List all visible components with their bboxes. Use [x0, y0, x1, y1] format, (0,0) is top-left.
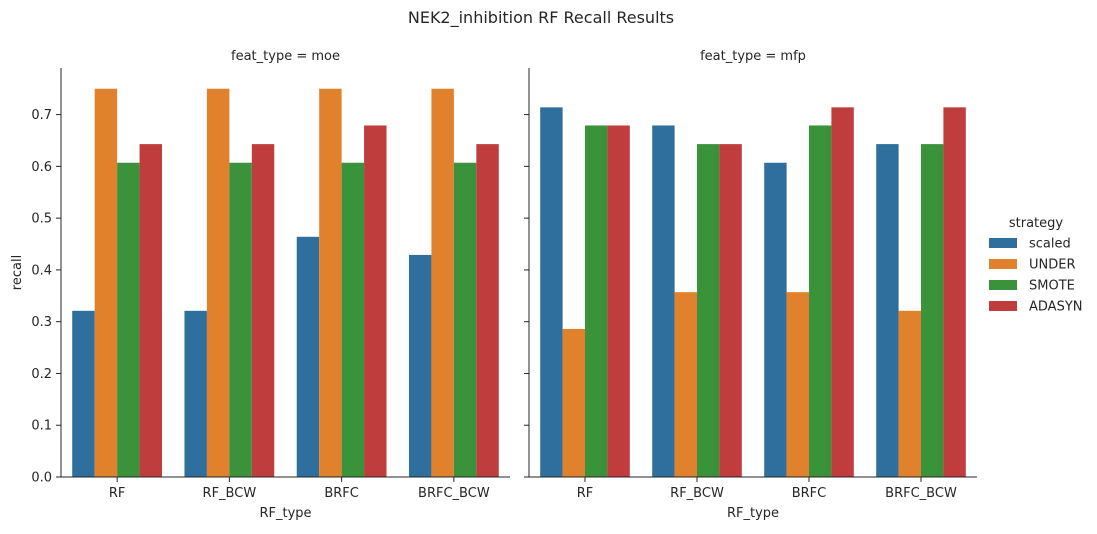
x-tick-label: BRFC_BCW	[885, 486, 957, 501]
bar-0-scaled-BRFC_BCW	[408, 254, 432, 477]
y-tick-label: 0.1	[31, 419, 52, 434]
bar-1-ADASYN-RF	[607, 125, 630, 477]
legend-label-UNDER: UNDER	[1029, 258, 1076, 273]
y-tick-label: 0.3	[31, 315, 52, 330]
bar-0-scaled-BRFC	[296, 236, 320, 477]
y-tick-label: 0.7	[31, 108, 52, 123]
bar-1-ADASYN-RF_BCW	[719, 144, 742, 478]
legend-swatch-ADASYN	[989, 301, 1017, 311]
legend-title: strategy	[1009, 216, 1064, 231]
y-tick-label: 0.0	[31, 471, 52, 486]
bar-0-UNDER-RF	[94, 88, 118, 478]
legend-swatch-scaled	[989, 238, 1017, 248]
x-axis-label-0: RF_type	[259, 506, 311, 521]
bar-1-SMOTE-RF	[585, 125, 608, 477]
y-tick-label: 0.2	[31, 367, 52, 382]
x-tick-label: RF_BCW	[670, 486, 724, 501]
bar-1-UNDER-BRFC_BCW	[898, 310, 921, 477]
bar-0-scaled-RF_BCW	[184, 310, 207, 477]
bar-0-SMOTE-RF	[117, 162, 140, 478]
bar-0-scaled-RF	[72, 310, 95, 477]
x-tick-label: BRFC	[324, 486, 359, 501]
bar-1-SMOTE-BRFC_BCW	[921, 144, 944, 478]
bar-1-ADASYN-BRFC	[831, 107, 854, 477]
legend-label-ADASYN: ADASYN	[1029, 300, 1083, 315]
panel-title-1: feat_type = mfp	[700, 49, 806, 64]
bar-1-UNDER-RF	[562, 328, 585, 477]
bar-1-UNDER-BRFC	[786, 292, 809, 477]
figure-title: NEK2_inhibition RF Recall Results	[408, 8, 674, 28]
x-axis-label-1: RF_type	[727, 506, 779, 521]
bar-1-ADASYN-BRFC_BCW	[943, 107, 966, 477]
bar-0-ADASYN-BRFC	[364, 125, 387, 477]
bar-1-scaled-BRFC	[764, 162, 787, 478]
bar-0-UNDER-BRFC	[319, 88, 342, 478]
y-tick-label: 0.6	[31, 160, 52, 175]
bar-0-SMOTE-BRFC	[341, 162, 365, 478]
y-tick-label: 0.4	[31, 263, 52, 278]
bar-1-UNDER-RF_BCW	[674, 292, 697, 477]
legend-swatch-UNDER	[989, 259, 1017, 269]
panel-title-0: feat_type = moe	[231, 49, 340, 64]
x-tick-label: RF	[577, 486, 594, 501]
bar-0-UNDER-BRFC_BCW	[431, 88, 454, 478]
bar-1-scaled-RF	[540, 107, 563, 477]
x-tick-label: RF	[109, 486, 126, 501]
legend-swatch-SMOTE	[989, 280, 1017, 290]
bar-0-SMOTE-BRFC_BCW	[453, 162, 477, 478]
legend-label-scaled: scaled	[1029, 237, 1071, 252]
y-axis-label: recall	[10, 255, 25, 290]
bar-1-scaled-BRFC_BCW	[876, 144, 899, 478]
y-tick-label: 0.5	[31, 212, 52, 227]
bar-0-ADASYN-BRFC_BCW	[476, 144, 499, 478]
x-tick-label: BRFC	[792, 486, 827, 501]
bar-0-ADASYN-RF	[139, 144, 163, 478]
bar-1-SMOTE-BRFC	[809, 125, 832, 477]
legend-label-SMOTE: SMOTE	[1029, 279, 1075, 294]
bar-0-UNDER-RF_BCW	[206, 88, 230, 478]
bar-1-SMOTE-RF_BCW	[697, 144, 720, 478]
bar-0-SMOTE-RF_BCW	[229, 162, 252, 478]
bar-1-scaled-RF_BCW	[652, 125, 675, 477]
x-tick-label: BRFC_BCW	[418, 486, 490, 501]
bar-0-ADASYN-RF_BCW	[251, 144, 275, 478]
x-tick-label: RF_BCW	[203, 486, 257, 501]
